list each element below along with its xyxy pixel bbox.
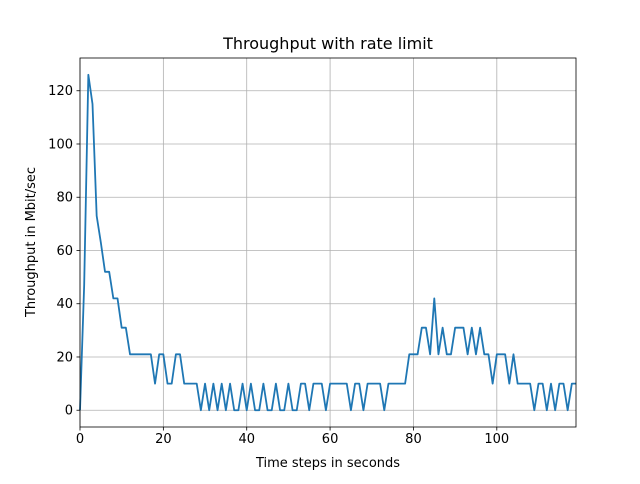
plot-frame	[79, 57, 577, 428]
x-tick-label: 80	[405, 432, 422, 447]
x-tick-label: 60	[322, 432, 339, 447]
y-tick-label: 40	[56, 297, 73, 312]
x-tick-label: 20	[155, 432, 172, 447]
y-tick-label: 80	[56, 191, 73, 206]
y-tick-label: 0	[65, 404, 73, 419]
x-tick-label: 40	[238, 432, 255, 447]
axis-ticks: 0 20 40 60 80 100 0 20 40 60 80 100 120	[48, 84, 509, 447]
grid-lines	[79, 58, 576, 427]
x-tick-label: 0	[76, 432, 84, 447]
y-axis-label: Throughput in Mbit/sec	[24, 167, 39, 318]
chart-title: Throughput with rate limit	[222, 34, 433, 53]
x-tick-label: 100	[484, 432, 509, 447]
y-tick-label: 100	[48, 137, 73, 152]
x-axis-label: Time steps in seconds	[255, 456, 400, 471]
series-layer	[79, 73, 576, 412]
y-tick-label: 120	[48, 84, 73, 99]
y-tick-label: 20	[56, 350, 73, 365]
y-tick-label: 60	[56, 244, 73, 259]
throughput-line	[79, 73, 576, 412]
